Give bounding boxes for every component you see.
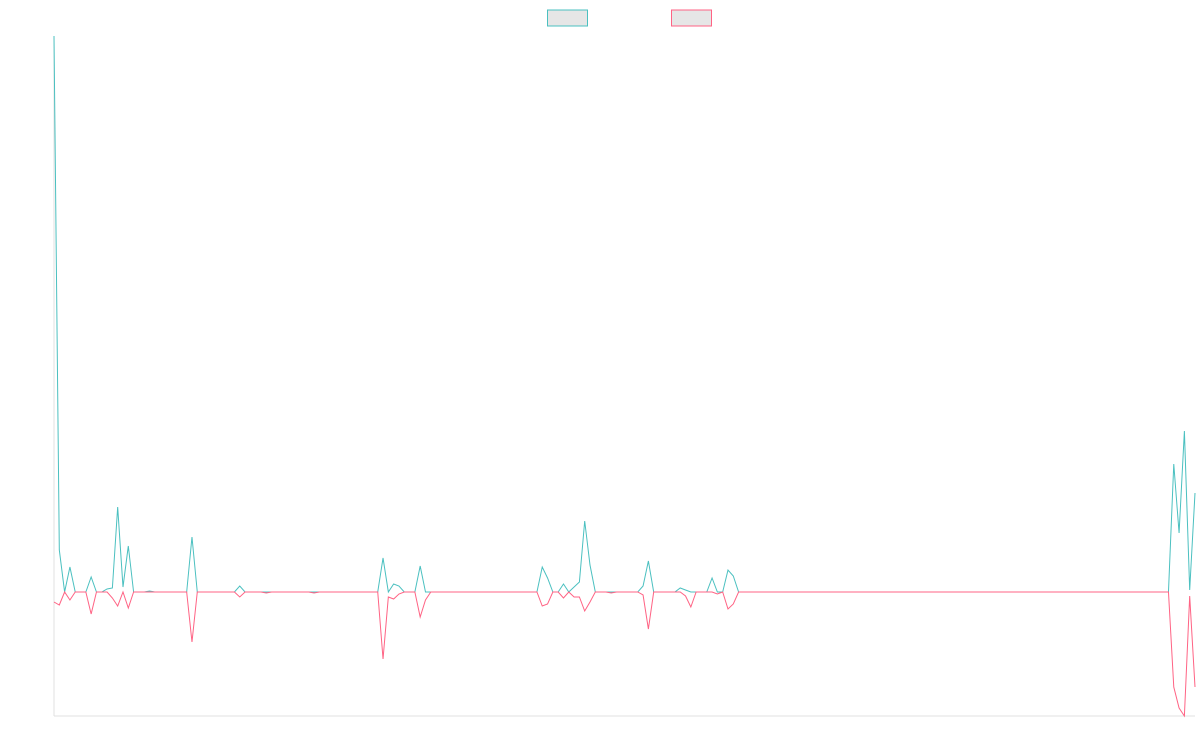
legend-swatch xyxy=(671,9,712,27)
line-series xyxy=(53,35,1196,594)
legend-swatch xyxy=(547,9,588,27)
line-series xyxy=(53,590,1196,718)
